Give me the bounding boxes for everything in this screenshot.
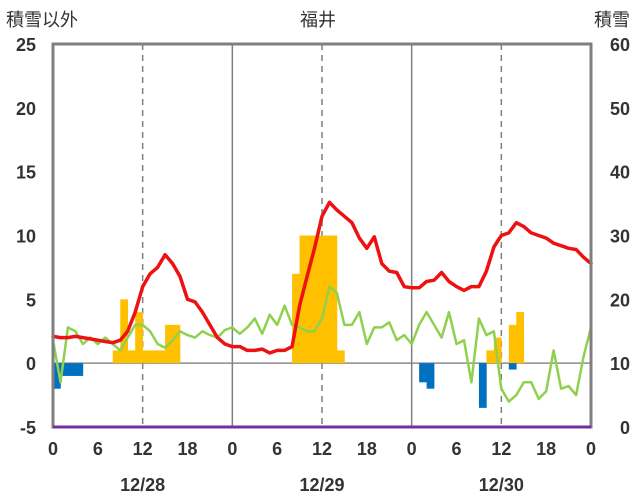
x-tick-labels: 0 6 12 18 0 6 12 18 0 6 12 18 0	[48, 439, 596, 459]
x-tick-label: 6	[451, 439, 461, 459]
y-left-tick-label: 0	[26, 354, 36, 374]
chart-title: 福井	[300, 10, 336, 31]
precip-bar	[112, 350, 121, 364]
x-tick-label: 0	[48, 439, 58, 459]
plot-frame	[51, 42, 593, 429]
precip-bar	[493, 337, 502, 364]
x-tick-label: 18	[536, 439, 556, 459]
y-left-tick-label: -5	[20, 418, 36, 438]
precip-bar	[172, 324, 181, 364]
y-right-label: 積雪	[594, 10, 630, 31]
x-tick-label: 0	[407, 439, 417, 459]
y-right-tick-label: 0	[620, 418, 630, 438]
y-right-tick-label: 30	[610, 227, 630, 247]
precip-bar	[307, 235, 315, 364]
y-left-tick-label: 5	[26, 290, 36, 310]
negative-bar	[67, 363, 76, 376]
x-tick-label: 12	[133, 439, 153, 459]
y-left-label: 積雪以外	[6, 10, 78, 31]
precip-bar	[135, 312, 143, 364]
x-tick-label: 12	[312, 439, 332, 459]
negative-bar	[419, 363, 427, 383]
precip-bar	[486, 350, 495, 364]
x-tick-label: 18	[177, 439, 197, 459]
y-left-tick-label: 20	[16, 99, 36, 119]
negative-bars	[53, 363, 517, 408]
date-label: 12/29	[299, 475, 344, 495]
red-line	[51, 200, 593, 355]
y-right-tick-labels: 0 10 20 30 40 50 60	[610, 35, 630, 438]
y-left-tick-label: 15	[16, 163, 36, 183]
precip-bar	[329, 235, 338, 364]
y-right-tick-label: 10	[610, 354, 630, 374]
x-tick-label: 0	[586, 439, 596, 459]
y-right-tick-label: 50	[610, 99, 630, 119]
y-right-tick-label: 40	[610, 163, 630, 183]
precip-bar	[516, 312, 525, 364]
date-label: 12/30	[479, 475, 524, 495]
precip-bar	[314, 235, 323, 364]
date-labels: 12/28 12/29 12/30	[120, 475, 524, 495]
x-tick-label: 6	[272, 439, 282, 459]
red-line-series	[51, 200, 593, 355]
negative-bar	[508, 363, 517, 370]
y-left-tick-label: 10	[16, 227, 36, 247]
green-line-series	[51, 285, 593, 403]
negative-bar	[75, 363, 84, 376]
precip-bar	[157, 350, 166, 364]
x-tick-label: 18	[357, 439, 377, 459]
negative-bar	[60, 363, 69, 376]
precip-bar	[299, 235, 308, 364]
x-tick-label: 12	[491, 439, 511, 459]
green-line	[51, 285, 593, 403]
date-label: 12/28	[120, 475, 165, 495]
precip-bar	[142, 350, 151, 364]
precip-bar	[150, 350, 158, 364]
negative-bar	[478, 363, 487, 408]
precip-bar	[336, 350, 345, 364]
precip-bar	[120, 299, 129, 364]
negative-bar	[426, 363, 435, 389]
x-tick-label: 0	[227, 439, 237, 459]
precip-bar	[127, 350, 136, 364]
y-left-tick-labels: -5 0 5 10 15 20 25	[16, 35, 36, 438]
y-right-tick-label: 60	[610, 35, 630, 55]
y-right-tick-label: 20	[610, 290, 630, 310]
y-left-tick-label: 25	[16, 35, 36, 55]
precip-bar	[508, 324, 517, 364]
negative-bar	[53, 363, 61, 389]
x-tick-label: 6	[93, 439, 103, 459]
